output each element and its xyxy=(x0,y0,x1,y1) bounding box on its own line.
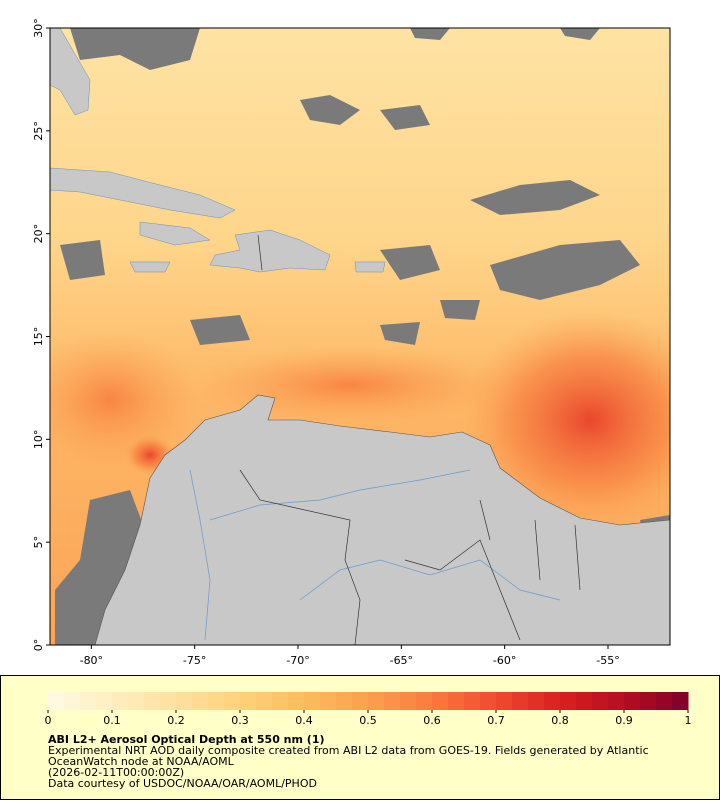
colorbar-tick-label: 0.8 xyxy=(551,714,569,727)
south-america xyxy=(94,394,670,645)
colorbar-swatch xyxy=(128,692,145,710)
colorbar-swatch xyxy=(480,692,497,710)
y-tick-label: 30° xyxy=(32,18,45,38)
x-tick-label: -70° xyxy=(286,654,309,667)
colorbar-swatch xyxy=(416,692,433,710)
colorbar-swatch xyxy=(336,692,353,710)
colorbar-swatch xyxy=(320,692,337,710)
colorbar-swatch xyxy=(224,692,241,710)
x-tick-label: -55° xyxy=(596,654,619,667)
colorbar-swatch xyxy=(400,692,417,710)
colorbar-swatch xyxy=(384,692,401,710)
colorbar-tick-label: 0.7 xyxy=(487,714,505,727)
colorbar-tick-label: 0.2 xyxy=(167,714,185,727)
y-tick-label: 25° xyxy=(32,121,45,141)
y-tick-label: 10° xyxy=(32,430,45,450)
colorbar-swatch xyxy=(544,692,561,710)
colorbar-swatch xyxy=(96,692,113,710)
caption-line: OceanWatch node at NOAA/AOML xyxy=(48,755,235,768)
colorbar-tick-label: 0 xyxy=(45,714,52,727)
colorbar: 0 0.1 0.2 0.3 0.4 0.5 0.6 0.7 0.8 0.9 1 xyxy=(45,692,692,727)
colorbar-swatch xyxy=(656,692,673,710)
colorbar-swatch xyxy=(240,692,257,710)
colorbar-swatch xyxy=(48,692,65,710)
caption-line: Experimental NRT AOD daily composite cre… xyxy=(48,744,649,757)
colorbar-swatch xyxy=(608,692,625,710)
colorbar-swatch xyxy=(176,692,193,710)
y-tick-label: 5° xyxy=(32,536,45,549)
map-image xyxy=(50,28,670,645)
colorbar-swatch xyxy=(256,692,273,710)
x-tick-label: -75° xyxy=(183,654,206,667)
axes: -80° -75° -70° -65° -60° -55° 0° 5° 10° 15° 20° 25°… xyxy=(32,18,620,667)
colorbar-swatch xyxy=(80,692,97,710)
x-tick-label: -60° xyxy=(493,654,516,667)
y-tick-label: 15° xyxy=(32,327,45,347)
y-tick-label: 20° xyxy=(32,224,45,244)
colorbar-swatch xyxy=(160,692,177,710)
colorbar-swatch xyxy=(640,692,657,710)
colorbar-swatch xyxy=(624,692,641,710)
colorbar-swatch xyxy=(112,692,129,710)
x-tick-label: -65° xyxy=(390,654,413,667)
colorbar-tick-label: 1 xyxy=(685,714,692,727)
colorbar-swatch xyxy=(672,692,689,710)
colorbar-swatch xyxy=(208,692,225,710)
colorbar-swatch xyxy=(368,692,385,710)
colorbar-swatch xyxy=(432,692,449,710)
colorbar-swatch xyxy=(192,692,209,710)
colorbar-swatch xyxy=(496,692,513,710)
colorbar-swatch xyxy=(592,692,609,710)
colorbar-swatch xyxy=(560,692,577,710)
colorbar-tick-label: 0.5 xyxy=(359,714,377,727)
colorbar-swatch xyxy=(304,692,321,710)
colorbar-swatch xyxy=(272,692,289,710)
colorbar-swatch xyxy=(576,692,593,710)
colorbar-swatch xyxy=(464,692,481,710)
y-tick-label: 0° xyxy=(32,639,45,652)
colorbar-swatch xyxy=(448,692,465,710)
colorbar-swatch xyxy=(144,692,161,710)
colorbar-swatch xyxy=(288,692,305,710)
colorbar-tick-label: 0.1 xyxy=(103,714,121,727)
colorbar-swatch xyxy=(352,692,369,710)
colorbar-swatch xyxy=(512,692,529,710)
caption-line: Data courtesy of USDOC/NOAA/OAR/AOML/PHO… xyxy=(48,777,317,790)
colorbar-swatch xyxy=(64,692,81,710)
caption-line: (2026-02-11T00:00:00Z) xyxy=(48,766,184,779)
colorbar-tick-label: 0.3 xyxy=(231,714,249,727)
colorbar-tick-label: 0.6 xyxy=(423,714,441,727)
colorbar-tick-label: 0.9 xyxy=(615,714,633,727)
caption-title: ABI L2+ Aerosol Optical Depth at 550 nm … xyxy=(48,733,325,746)
colorbar-swatch xyxy=(528,692,545,710)
colorbar-tick-label: 0.4 xyxy=(295,714,313,727)
x-tick-label: -80° xyxy=(80,654,103,667)
